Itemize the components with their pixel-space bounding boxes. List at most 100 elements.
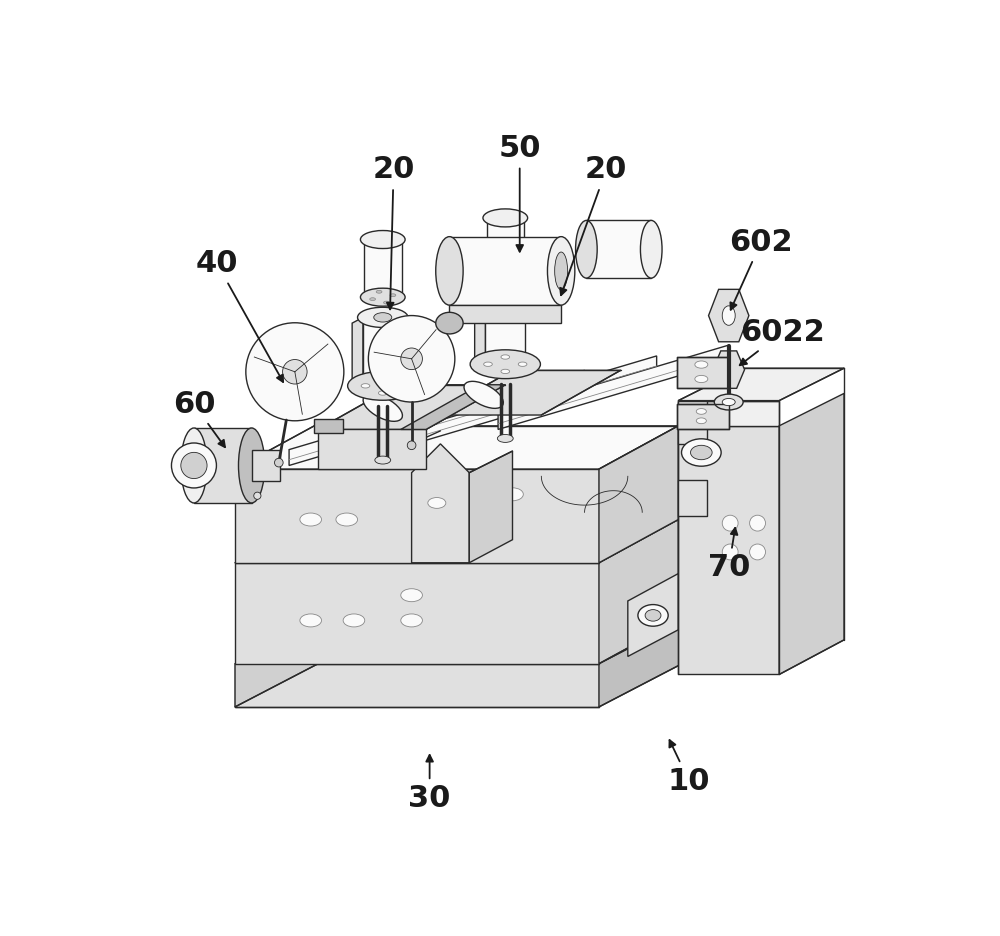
Ellipse shape [373, 585, 393, 598]
Ellipse shape [415, 488, 437, 501]
Ellipse shape [497, 434, 513, 443]
Polygon shape [235, 570, 415, 707]
Ellipse shape [480, 285, 531, 306]
Polygon shape [628, 574, 678, 656]
Ellipse shape [436, 313, 463, 334]
Ellipse shape [695, 375, 708, 383]
Polygon shape [599, 426, 678, 563]
Text: 70: 70 [708, 528, 750, 582]
Ellipse shape [714, 394, 743, 410]
Polygon shape [779, 393, 844, 675]
Ellipse shape [300, 614, 322, 627]
Ellipse shape [474, 595, 494, 609]
Ellipse shape [378, 391, 387, 395]
Polygon shape [469, 451, 512, 563]
Ellipse shape [337, 603, 357, 617]
Polygon shape [354, 371, 585, 455]
Ellipse shape [171, 443, 216, 488]
Ellipse shape [360, 288, 405, 306]
Polygon shape [401, 385, 505, 430]
Polygon shape [485, 296, 525, 364]
Ellipse shape [555, 252, 568, 290]
Ellipse shape [722, 515, 738, 531]
Ellipse shape [722, 544, 738, 560]
Ellipse shape [464, 381, 503, 408]
Text: 40: 40 [196, 249, 283, 382]
Ellipse shape [645, 609, 661, 622]
Ellipse shape [638, 605, 668, 626]
Ellipse shape [396, 384, 404, 388]
Ellipse shape [696, 417, 706, 424]
Polygon shape [235, 570, 779, 664]
Ellipse shape [246, 323, 344, 421]
Ellipse shape [254, 492, 261, 499]
Ellipse shape [640, 220, 662, 278]
Polygon shape [318, 385, 505, 430]
Polygon shape [487, 218, 524, 275]
Ellipse shape [361, 384, 370, 388]
Text: 30: 30 [408, 755, 451, 813]
Ellipse shape [502, 488, 523, 501]
Ellipse shape [483, 209, 528, 227]
Ellipse shape [506, 280, 512, 283]
Polygon shape [709, 289, 749, 342]
Polygon shape [235, 519, 678, 563]
Ellipse shape [401, 589, 422, 602]
Ellipse shape [431, 614, 450, 627]
Polygon shape [677, 404, 729, 430]
Polygon shape [678, 368, 844, 401]
Ellipse shape [300, 513, 322, 526]
Polygon shape [449, 305, 561, 323]
Ellipse shape [374, 313, 392, 322]
Polygon shape [433, 371, 621, 415]
Polygon shape [677, 358, 729, 388]
Polygon shape [678, 426, 779, 675]
Polygon shape [678, 401, 779, 426]
Ellipse shape [722, 306, 735, 326]
Ellipse shape [370, 298, 375, 300]
Ellipse shape [363, 394, 402, 421]
Polygon shape [235, 563, 599, 664]
Ellipse shape [301, 621, 321, 635]
Ellipse shape [360, 230, 405, 249]
Ellipse shape [358, 307, 408, 328]
Polygon shape [352, 317, 363, 391]
Ellipse shape [576, 220, 597, 278]
Polygon shape [194, 428, 252, 503]
Ellipse shape [436, 237, 463, 305]
Ellipse shape [513, 272, 518, 275]
Polygon shape [426, 356, 657, 440]
Ellipse shape [375, 456, 391, 464]
Ellipse shape [181, 452, 207, 478]
Ellipse shape [407, 441, 416, 449]
Ellipse shape [336, 513, 358, 526]
Text: 602: 602 [729, 227, 793, 310]
Polygon shape [586, 220, 651, 278]
Ellipse shape [376, 290, 382, 293]
Polygon shape [412, 444, 469, 563]
Polygon shape [475, 296, 485, 370]
Polygon shape [678, 480, 707, 516]
Polygon shape [713, 351, 745, 388]
Polygon shape [678, 401, 707, 444]
Text: 20: 20 [560, 155, 627, 295]
Text: 10: 10 [668, 740, 710, 796]
Ellipse shape [492, 276, 498, 279]
Polygon shape [363, 317, 403, 386]
Ellipse shape [384, 301, 389, 304]
Ellipse shape [547, 237, 575, 305]
Polygon shape [314, 418, 343, 433]
Ellipse shape [470, 350, 540, 379]
Polygon shape [364, 240, 402, 298]
Polygon shape [599, 570, 779, 707]
Polygon shape [599, 519, 678, 664]
Ellipse shape [428, 498, 446, 508]
Ellipse shape [484, 362, 492, 366]
Ellipse shape [696, 408, 706, 415]
Polygon shape [318, 430, 426, 469]
Ellipse shape [238, 428, 265, 503]
Ellipse shape [722, 399, 735, 405]
Ellipse shape [283, 359, 307, 384]
Ellipse shape [501, 355, 510, 359]
Ellipse shape [368, 315, 455, 402]
